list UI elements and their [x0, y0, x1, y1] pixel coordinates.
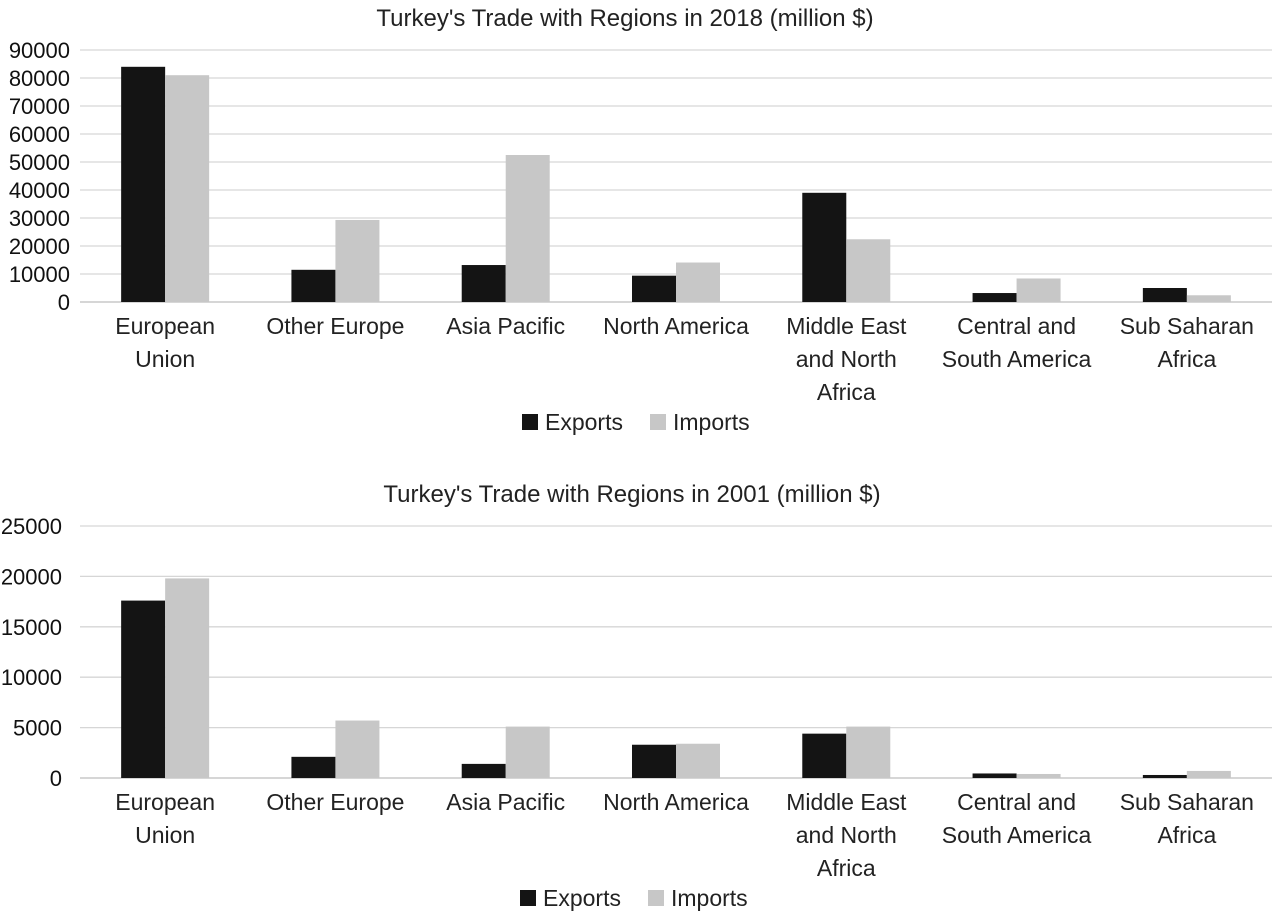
- category-label: Africa: [817, 855, 876, 881]
- legend-swatch-exports: [522, 414, 538, 430]
- chart-2018-y-axis: 0 10000 20000 30000 40000 50000 60000 70000 8000…: [9, 38, 70, 315]
- bar-exports-3: [632, 275, 676, 302]
- bar-imports-0: [165, 578, 210, 778]
- legend-swatch-exports: [520, 890, 536, 906]
- category-label: Africa: [1157, 346, 1216, 372]
- category-label: Other Europe: [266, 789, 404, 815]
- chart-2018-gridlines: [80, 49, 1272, 303]
- chart-2001-gridlines: [80, 525, 1272, 779]
- y-tick-label: 0: [50, 766, 62, 791]
- bar-imports-3: [676, 743, 720, 778]
- chart-2001-y-axis: 0 5000 10000 15000 20000 25000: [1, 514, 62, 791]
- bar-imports-5: [1016, 773, 1061, 778]
- chart-2001-x-axis: European Union Other Europe Asia Pacific Nor…: [115, 789, 1254, 881]
- y-tick-label: 90000: [9, 38, 70, 63]
- category-label: Union: [135, 822, 195, 848]
- category-label: North America: [603, 789, 749, 815]
- chart-2018: Turkey's Trade with Regions in 2018 (mil…: [9, 5, 1272, 435]
- y-tick-label: 70000: [9, 94, 70, 119]
- y-tick-label: 0: [58, 290, 70, 315]
- category-label: North America: [603, 313, 749, 339]
- y-tick-label: 80000: [9, 66, 70, 91]
- chart-2018-title: Turkey's Trade with Regions in 2018 (mil…: [376, 5, 873, 32]
- bar-exports-3: [632, 744, 676, 778]
- legend-label-imports: Imports: [671, 885, 748, 911]
- legend-label-imports: Imports: [673, 409, 750, 435]
- bar-exports-2: [461, 265, 506, 302]
- bar-exports-4: [802, 192, 847, 302]
- y-tick-label: 5000: [13, 716, 62, 741]
- bar-exports-1: [291, 269, 336, 302]
- category-label: Africa: [1157, 822, 1216, 848]
- bar-exports-0: [121, 66, 166, 302]
- bar-exports-5: [972, 293, 1017, 302]
- category-label: Asia Pacific: [446, 789, 565, 815]
- y-tick-label: 30000: [9, 206, 70, 231]
- y-tick-label: 25000: [1, 514, 62, 539]
- chart-2001: Turkey's Trade with Regions in 2001 (mil…: [1, 481, 1272, 911]
- category-label: Sub Saharan: [1120, 313, 1254, 339]
- chart-2018-legend: Exports Imports: [522, 409, 750, 435]
- category-label: Middle East: [786, 313, 907, 339]
- category-label: South America: [942, 346, 1092, 372]
- bar-imports-6: [1186, 295, 1231, 302]
- category-label: Central and: [957, 789, 1076, 815]
- category-label: Asia Pacific: [446, 313, 565, 339]
- bar-exports-1: [291, 756, 336, 778]
- y-tick-label: 10000: [9, 262, 70, 287]
- bar-imports-3: [676, 262, 720, 302]
- category-label: and North: [796, 822, 897, 848]
- bar-exports-5: [972, 773, 1017, 778]
- y-tick-label: 20000: [9, 234, 70, 259]
- y-tick-label: 60000: [9, 122, 70, 147]
- y-tick-label: 10000: [1, 665, 62, 690]
- bar-imports-4: [846, 726, 891, 778]
- bar-imports-6: [1186, 770, 1231, 778]
- chart-2018-x-axis: European Union Other Europe Asia Pacific Nor…: [115, 313, 1254, 405]
- y-tick-label: 50000: [9, 150, 70, 175]
- category-label: Africa: [817, 379, 876, 405]
- bar-exports-6: [1142, 774, 1187, 778]
- chart-2018-bars: [121, 66, 1231, 302]
- legend-label-exports: Exports: [545, 409, 623, 435]
- category-label: South America: [942, 822, 1092, 848]
- legend-swatch-imports: [650, 414, 666, 430]
- category-label: Sub Saharan: [1120, 789, 1254, 815]
- bar-imports-2: [505, 726, 550, 778]
- y-tick-label: 20000: [1, 564, 62, 589]
- bar-imports-1: [335, 720, 380, 778]
- y-tick-label: 15000: [1, 615, 62, 640]
- y-tick-label: 40000: [9, 178, 70, 203]
- bar-exports-2: [461, 763, 506, 778]
- category-label: European: [115, 313, 215, 339]
- chart-2001-bars: [121, 578, 1231, 778]
- bar-exports-4: [802, 733, 847, 778]
- chart-2001-legend: Exports Imports: [520, 885, 748, 911]
- bar-exports-0: [121, 600, 166, 778]
- chart-2001-title: Turkey's Trade with Regions in 2001 (mil…: [383, 481, 880, 508]
- bar-imports-0: [165, 75, 210, 302]
- legend-swatch-imports: [648, 890, 664, 906]
- category-label: Middle East: [786, 789, 907, 815]
- category-label: European: [115, 789, 215, 815]
- category-label: Central and: [957, 313, 1076, 339]
- bar-exports-6: [1142, 288, 1187, 302]
- bar-imports-4: [846, 239, 891, 302]
- legend-label-exports: Exports: [543, 885, 621, 911]
- category-label: and North: [796, 346, 897, 372]
- bar-imports-5: [1016, 278, 1061, 302]
- category-label: Other Europe: [266, 313, 404, 339]
- category-label: Union: [135, 346, 195, 372]
- bar-imports-2: [505, 155, 550, 302]
- bar-imports-1: [335, 219, 380, 302]
